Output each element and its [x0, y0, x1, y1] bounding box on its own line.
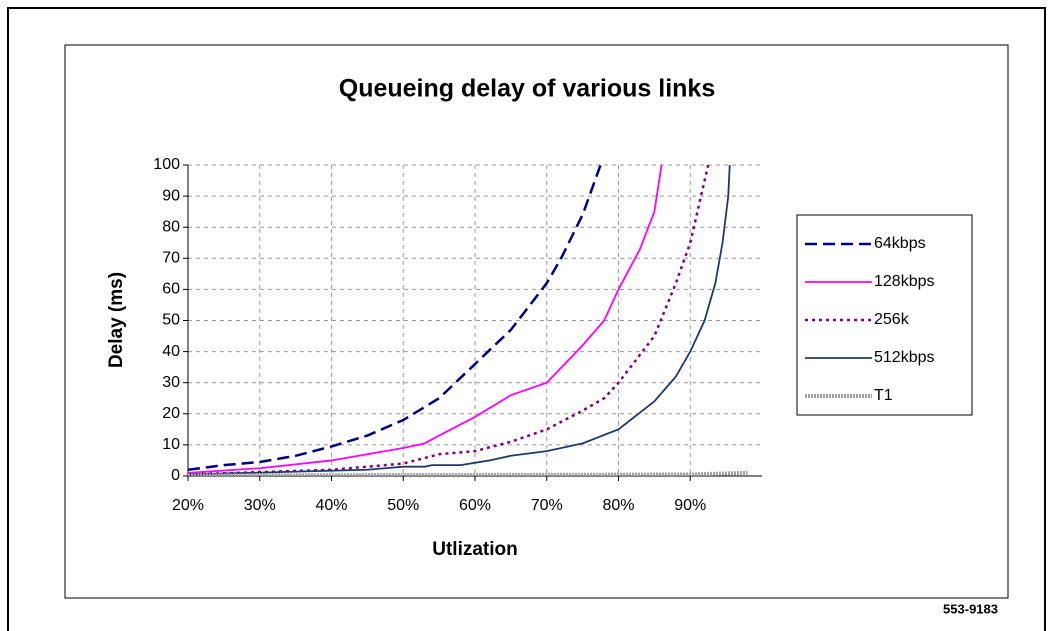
legend-label: 256k — [874, 311, 910, 328]
y-tick-label: 30 — [162, 374, 180, 391]
x-tick-label: 80% — [602, 497, 634, 514]
y-tick-label: 90 — [162, 187, 180, 204]
y-tick-label: 70 — [162, 250, 180, 267]
series-line — [188, 165, 663, 474]
legend-label: 128kbps — [874, 273, 935, 290]
x-tick-label: 60% — [459, 497, 491, 514]
x-tick-label: 40% — [315, 497, 347, 514]
x-tick-label: 20% — [172, 497, 204, 514]
y-tick-label: 10 — [162, 436, 180, 453]
y-tick-label: 40 — [162, 343, 180, 360]
x-tick-label: 70% — [531, 497, 563, 514]
legend-label: T1 — [874, 387, 893, 404]
y-tick-label: 100 — [153, 156, 180, 173]
outer-frame — [7, 7, 1046, 631]
y-tick-label: 20 — [162, 405, 180, 422]
series-line — [188, 470, 748, 476]
x-axis-label: Utlization — [432, 539, 518, 560]
chart-title: Queueing delay of various links — [339, 75, 716, 103]
footnote: 553-9183 — [943, 601, 998, 616]
y-axis-label: Delay (ms) — [106, 272, 127, 368]
y-tick-label: 0 — [171, 467, 180, 484]
series-line — [188, 165, 731, 476]
series-line — [188, 165, 602, 472]
x-tick-label: 30% — [244, 497, 276, 514]
y-tick-label: 50 — [162, 312, 180, 329]
y-tick-label: 60 — [162, 281, 180, 298]
x-tick-label: 50% — [387, 497, 419, 514]
legend-label: 64kbps — [874, 235, 926, 252]
x-tick-label: 90% — [674, 497, 706, 514]
y-tick-label: 80 — [162, 218, 180, 235]
legend-label: 512kbps — [874, 349, 935, 366]
legend-box — [796, 214, 973, 416]
